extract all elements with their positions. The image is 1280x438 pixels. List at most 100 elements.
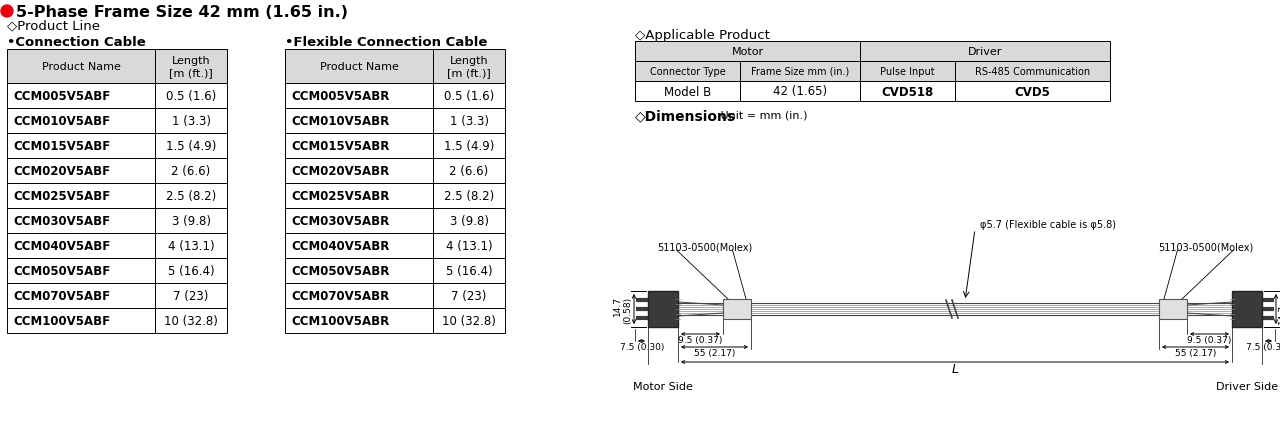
Text: 2 (6.6): 2 (6.6) <box>172 165 211 177</box>
Bar <box>740 82 860 102</box>
Bar <box>433 84 506 109</box>
Bar <box>433 308 506 333</box>
Text: 1.5 (4.9): 1.5 (4.9) <box>166 140 216 153</box>
Text: 7 (23): 7 (23) <box>173 290 209 302</box>
Text: CCM025V5ABF: CCM025V5ABF <box>13 190 110 202</box>
Text: 4 (13.1): 4 (13.1) <box>168 240 214 252</box>
Text: 2 (6.6): 2 (6.6) <box>449 165 489 177</box>
Text: Motor Side: Motor Side <box>634 381 692 391</box>
Text: Pulse Input: Pulse Input <box>881 67 934 77</box>
Text: CCM070V5ABF: CCM070V5ABF <box>13 290 110 302</box>
Text: 0.5 (1.6): 0.5 (1.6) <box>166 90 216 103</box>
Bar <box>860 82 955 102</box>
Text: 7 (23): 7 (23) <box>452 290 486 302</box>
Bar <box>285 233 433 258</box>
Bar <box>433 50 506 84</box>
Bar <box>723 299 751 319</box>
Text: CCM010V5ABF: CCM010V5ABF <box>13 115 110 128</box>
Text: CCM025V5ABR: CCM025V5ABR <box>291 190 389 202</box>
Text: CVD518: CVD518 <box>882 85 933 98</box>
Text: 9.5 (0.37): 9.5 (0.37) <box>678 335 723 344</box>
Text: 1 (3.3): 1 (3.3) <box>172 115 210 128</box>
Bar <box>955 62 1110 82</box>
Bar <box>155 109 227 134</box>
Text: 14.7
(0.58): 14.7 (0.58) <box>1277 296 1280 323</box>
Bar <box>285 84 433 109</box>
Bar <box>6 258 155 283</box>
Bar <box>155 184 227 208</box>
Text: CCM100V5ABF: CCM100V5ABF <box>13 314 110 327</box>
Bar <box>285 50 433 84</box>
Bar <box>433 109 506 134</box>
Bar <box>6 159 155 184</box>
Text: 55 (2.17): 55 (2.17) <box>694 349 735 358</box>
Bar <box>433 283 506 308</box>
Bar <box>740 62 860 82</box>
Bar <box>155 233 227 258</box>
Text: φ5.7 (Flexible cable is φ5.8): φ5.7 (Flexible cable is φ5.8) <box>980 219 1116 230</box>
Text: CCM100V5ABR: CCM100V5ABR <box>291 314 389 327</box>
Bar <box>635 42 860 62</box>
Text: RS-485 Communication: RS-485 Communication <box>975 67 1091 77</box>
Bar <box>285 184 433 208</box>
Bar <box>155 159 227 184</box>
Text: 1.5 (4.9): 1.5 (4.9) <box>444 140 494 153</box>
Bar <box>155 308 227 333</box>
Text: 5 (16.4): 5 (16.4) <box>168 265 214 277</box>
Text: CCM050V5ABR: CCM050V5ABR <box>291 265 389 277</box>
Bar <box>6 233 155 258</box>
Bar <box>433 184 506 208</box>
Bar <box>285 308 433 333</box>
Text: Unit = mm (in.): Unit = mm (in.) <box>717 111 808 121</box>
Bar <box>285 109 433 134</box>
Text: CCM020V5ABF: CCM020V5ABF <box>13 165 110 177</box>
Bar <box>155 134 227 159</box>
Text: 2.5 (8.2): 2.5 (8.2) <box>166 190 216 202</box>
Bar <box>155 84 227 109</box>
Text: 42 (1.65): 42 (1.65) <box>773 85 827 98</box>
Bar <box>860 42 1110 62</box>
Text: 7.5 (0.30): 7.5 (0.30) <box>620 343 664 352</box>
Text: 3 (9.8): 3 (9.8) <box>449 215 489 227</box>
Bar <box>155 283 227 308</box>
Bar <box>433 159 506 184</box>
Bar <box>6 208 155 233</box>
Text: CCM020V5ABR: CCM020V5ABR <box>291 165 389 177</box>
Text: 0.5 (1.6): 0.5 (1.6) <box>444 90 494 103</box>
Text: 2.5 (8.2): 2.5 (8.2) <box>444 190 494 202</box>
Bar <box>648 291 678 327</box>
Text: CCM040V5ABF: CCM040V5ABF <box>13 240 110 252</box>
Bar <box>285 283 433 308</box>
Bar <box>1231 291 1262 327</box>
Bar <box>635 62 740 82</box>
Bar <box>6 184 155 208</box>
Text: L: L <box>951 363 959 376</box>
Text: 7.5 (0.30): 7.5 (0.30) <box>1245 343 1280 352</box>
Bar <box>285 208 433 233</box>
Text: CCM015V5ABF: CCM015V5ABF <box>13 140 110 153</box>
Bar <box>155 50 227 84</box>
Text: 4 (13.1): 4 (13.1) <box>445 240 493 252</box>
Text: CCM005V5ABF: CCM005V5ABF <box>13 90 110 103</box>
Bar <box>285 159 433 184</box>
Text: Product Name: Product Name <box>41 62 120 72</box>
Text: Product Name: Product Name <box>320 62 398 72</box>
Text: Driver: Driver <box>968 47 1002 57</box>
Text: 10 (32.8): 10 (32.8) <box>164 314 218 327</box>
Text: CCM040V5ABR: CCM040V5ABR <box>291 240 389 252</box>
Text: CCM030V5ABR: CCM030V5ABR <box>291 215 389 227</box>
Text: CVD5: CVD5 <box>1015 85 1051 98</box>
Circle shape <box>1 6 13 18</box>
Text: CCM050V5ABF: CCM050V5ABF <box>13 265 110 277</box>
Text: CCM030V5ABF: CCM030V5ABF <box>13 215 110 227</box>
Bar <box>433 208 506 233</box>
Text: 55 (2.17): 55 (2.17) <box>1175 349 1216 358</box>
Text: 10 (32.8): 10 (32.8) <box>442 314 495 327</box>
Bar <box>6 134 155 159</box>
Bar <box>6 283 155 308</box>
Bar <box>6 109 155 134</box>
Bar <box>285 134 433 159</box>
Text: 5 (16.4): 5 (16.4) <box>445 265 493 277</box>
Bar <box>635 82 740 102</box>
Text: CCM010V5ABR: CCM010V5ABR <box>291 115 389 128</box>
